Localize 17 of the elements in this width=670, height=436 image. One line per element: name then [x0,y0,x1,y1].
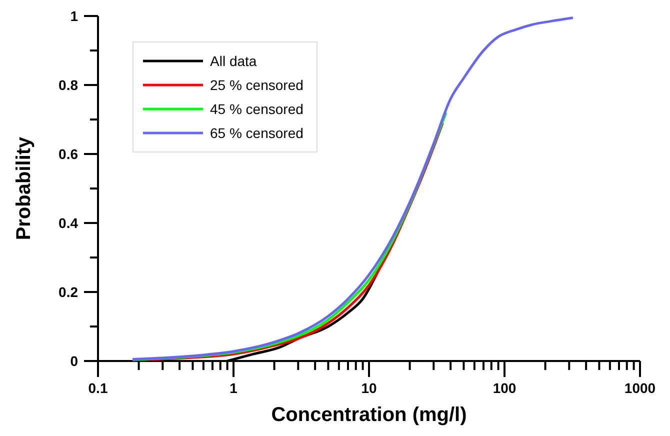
y-tick-label: 0.8 [58,77,78,93]
x-axis-title: Concentration (mg/l) [271,404,467,426]
x-tick-label: 10 [361,380,377,396]
legend-label: 25 % censored [210,77,304,93]
y-tick-label: 0.6 [58,146,78,162]
y-axis-title: Probability [13,136,35,240]
y-tick-label: 0 [70,353,78,369]
y-tick-label: 0.2 [58,284,78,300]
x-tick-label: 1000 [624,380,656,396]
y-tick-label: 0.4 [58,215,78,231]
x-tick-label: 1 [230,380,238,396]
legend-label: 45 % censored [210,101,304,117]
legend-label: All data [210,53,257,69]
legend-label: 65 % censored [210,125,304,141]
x-tick-label: 0.1 [88,380,108,396]
x-tick-label: 100 [492,380,516,396]
y-tick-label: 1 [70,8,78,24]
